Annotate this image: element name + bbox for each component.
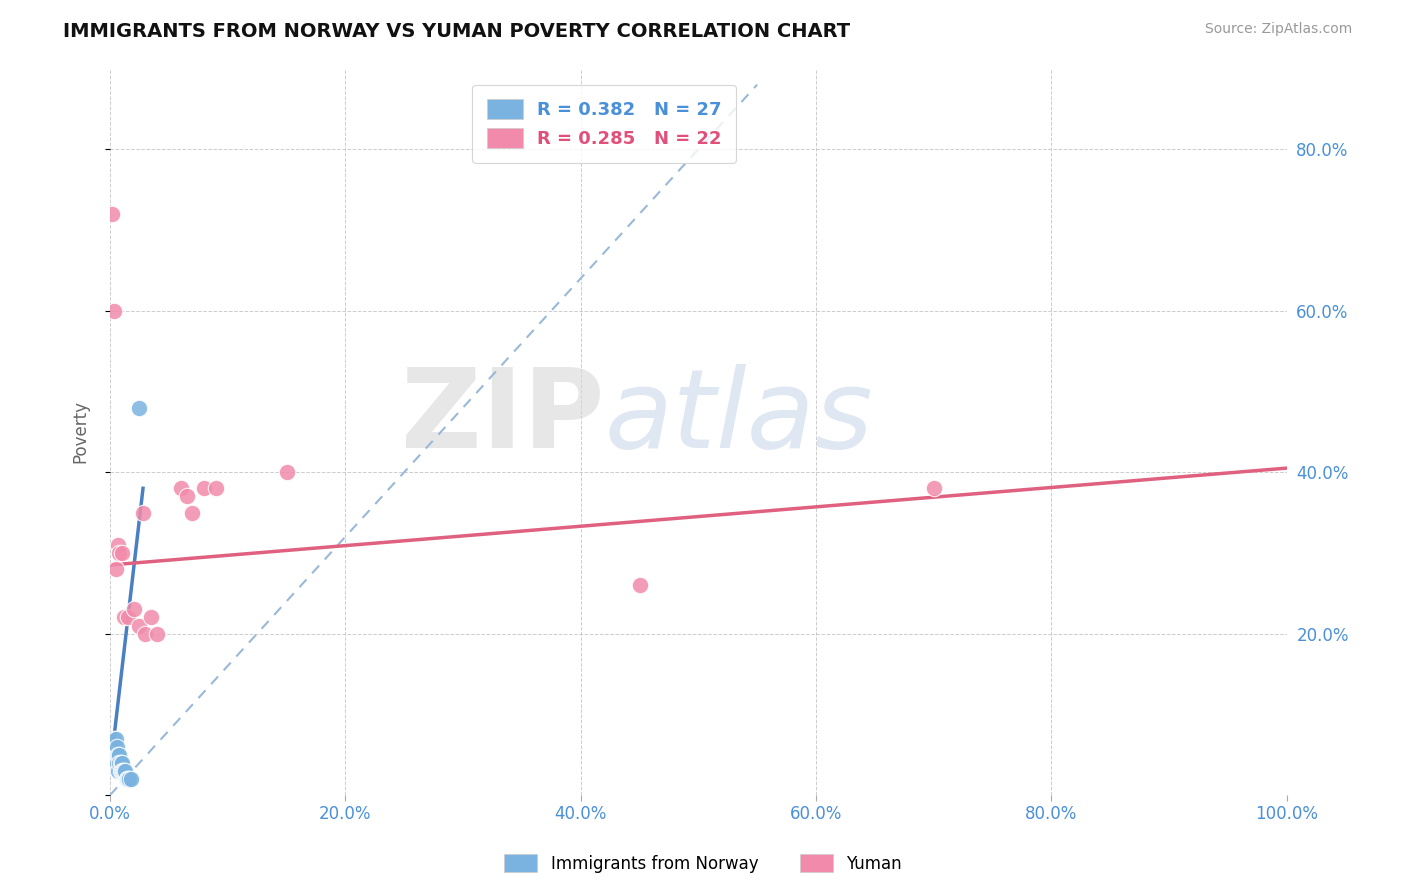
- Point: [628, 578, 651, 592]
- Point: [122, 602, 145, 616]
- Point: [146, 626, 169, 640]
- Point: [107, 747, 129, 762]
- Point: [112, 764, 135, 778]
- Text: Source: ZipAtlas.com: Source: ZipAtlas.com: [1205, 22, 1353, 37]
- Point: [141, 610, 163, 624]
- Point: [176, 489, 198, 503]
- Text: ZIP: ZIP: [401, 364, 605, 471]
- Point: [104, 756, 127, 770]
- Point: [134, 626, 156, 640]
- Point: [922, 481, 945, 495]
- Point: [104, 739, 127, 754]
- Point: [117, 772, 139, 786]
- Point: [101, 756, 124, 770]
- Point: [276, 465, 298, 479]
- Point: [104, 562, 127, 576]
- Point: [107, 764, 129, 778]
- Text: atlas: atlas: [605, 364, 873, 471]
- Legend: R = 0.382   N = 27, R = 0.285   N = 22: R = 0.382 N = 27, R = 0.285 N = 22: [472, 85, 735, 162]
- Point: [128, 401, 150, 415]
- Point: [108, 756, 131, 770]
- Point: [111, 764, 134, 778]
- Point: [111, 764, 134, 778]
- Point: [103, 303, 125, 318]
- Point: [105, 756, 128, 770]
- Point: [120, 772, 142, 786]
- Point: [107, 538, 129, 552]
- Point: [181, 506, 204, 520]
- Point: [100, 747, 122, 762]
- Point: [108, 546, 131, 560]
- Point: [132, 506, 155, 520]
- Point: [128, 618, 150, 632]
- Point: [205, 481, 228, 495]
- Point: [105, 739, 128, 754]
- Y-axis label: Poverty: Poverty: [72, 401, 89, 463]
- Point: [103, 747, 125, 762]
- Point: [110, 756, 132, 770]
- Point: [110, 764, 132, 778]
- Point: [108, 747, 131, 762]
- Point: [104, 747, 127, 762]
- Text: IMMIGRANTS FROM NORWAY VS YUMAN POVERTY CORRELATION CHART: IMMIGRANTS FROM NORWAY VS YUMAN POVERTY …: [63, 22, 851, 41]
- Point: [111, 756, 134, 770]
- Point: [118, 772, 141, 786]
- Point: [193, 481, 215, 495]
- Point: [169, 481, 191, 495]
- Point: [115, 772, 138, 786]
- Point: [101, 207, 124, 221]
- Point: [114, 764, 136, 778]
- Point: [104, 731, 127, 746]
- Point: [112, 610, 135, 624]
- Legend: Immigrants from Norway, Yuman: Immigrants from Norway, Yuman: [498, 847, 908, 880]
- Point: [117, 610, 139, 624]
- Point: [111, 546, 134, 560]
- Point: [103, 731, 125, 746]
- Point: [101, 739, 124, 754]
